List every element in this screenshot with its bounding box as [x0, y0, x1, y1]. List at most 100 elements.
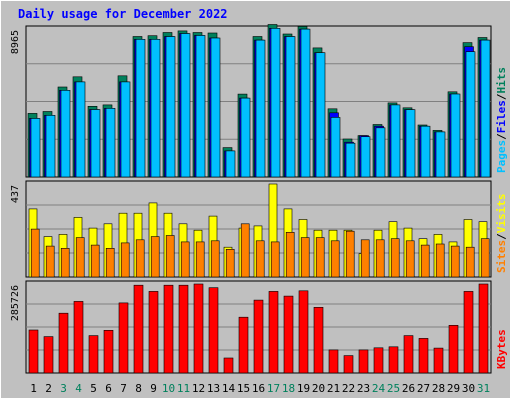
kbytes-bar-kbytes-day-24 — [373, 347, 384, 374]
hits-files-pages-bar-pages-day-19 — [300, 28, 311, 178]
visits-sites-bar-sites-day-12 — [195, 241, 205, 278]
x-axis-day-label-23: 23 — [357, 382, 370, 395]
legend-part-sites: Sites — [495, 240, 508, 273]
x-axis-day-label-22: 22 — [342, 382, 355, 395]
legend-part-kbytes: KBytes — [495, 329, 508, 369]
visits-sites-bar-sites-day-31 — [480, 238, 490, 278]
visits-sites-bar-sites-day-8 — [135, 239, 145, 278]
hits-files-pages-legend-label: Pages/Files/Hits — [495, 67, 508, 173]
legend-part-files: Files — [495, 100, 508, 133]
legend-part-hits: Hits — [495, 67, 508, 94]
hits-files-pages-bar-pages-day-5 — [90, 109, 101, 178]
x-axis-day-label-20: 20 — [312, 382, 325, 395]
visits-sites-bar-sites-day-10 — [165, 235, 175, 278]
kbytes-bar-kbytes-day-20 — [313, 306, 324, 374]
hits-files-pages-bar-pages-day-15 — [240, 97, 251, 178]
hits-files-pages-bar-pages-day-8 — [135, 38, 146, 178]
hits-files-pages-bar-pages-day-21 — [330, 117, 341, 178]
kbytes-bar-kbytes-day-3 — [58, 312, 69, 374]
x-axis-day-label-12: 12 — [192, 382, 205, 395]
kbytes-bar-kbytes-day-13 — [208, 287, 219, 374]
x-axis-day-label-15: 15 — [237, 382, 250, 395]
kbytes-bar-kbytes-day-5 — [88, 335, 99, 374]
kbytes-bar-kbytes-day-27 — [418, 338, 429, 374]
x-axis-day-label-19: 19 — [297, 382, 310, 395]
kbytes-bar-kbytes-day-21 — [328, 349, 339, 374]
x-axis-day-label-9: 9 — [150, 382, 157, 395]
x-axis-day-label-18: 18 — [282, 382, 295, 395]
hits-files-pages-bar-pages-day-1 — [30, 118, 41, 178]
hits-files-pages-bar-pages-day-17 — [270, 27, 281, 178]
kbytes-bar-kbytes-day-26 — [403, 335, 414, 374]
hits-files-pages-bar-pages-day-20 — [315, 52, 326, 178]
visits-sites-bar-sites-day-15 — [240, 223, 250, 278]
kbytes-bar-kbytes-day-4 — [73, 301, 84, 374]
kbytes-bar-kbytes-day-31 — [478, 283, 489, 374]
visits-sites-bar-sites-day-27 — [420, 244, 430, 278]
visits-sites-bar-sites-day-14 — [225, 249, 235, 278]
visits-sites-bar-sites-day-16 — [255, 240, 265, 278]
visits-sites-bar-sites-day-29 — [450, 245, 460, 278]
hits-files-pages-bar-pages-day-13 — [210, 37, 221, 178]
hits-files-pages-bar-pages-day-22 — [345, 142, 356, 178]
visits-sites-bar-sites-day-25 — [390, 238, 400, 278]
visits-sites-ymax-label: 437 — [10, 185, 21, 203]
kbytes-legend-label: KBytes — [495, 329, 508, 369]
x-axis-day-label-30: 30 — [462, 382, 475, 395]
visits-sites-bar-sites-day-4 — [75, 237, 85, 278]
x-axis-day-label-11: 11 — [177, 382, 190, 395]
hits-files-pages-bar-pages-day-29 — [450, 93, 461, 178]
kbytes-bar-kbytes-day-16 — [253, 299, 264, 374]
x-axis-day-label-26: 26 — [402, 382, 415, 395]
visits-sites-bar-sites-day-1 — [30, 228, 40, 278]
x-axis-day-label-5: 5 — [90, 382, 97, 395]
chart-title: Daily usage for December 2022 — [18, 7, 228, 21]
kbytes-bar-kbytes-day-25 — [388, 346, 399, 374]
legend-part-pages: Pages — [495, 140, 508, 173]
x-axis-day-label-4: 4 — [75, 382, 82, 395]
visits-sites-legend-label: Sites/Visits — [495, 194, 508, 274]
visits-sites-bar-sites-day-30 — [465, 246, 475, 278]
kbytes-bar-kbytes-day-12 — [193, 283, 204, 374]
visits-sites-bar-sites-day-9 — [150, 236, 160, 278]
x-axis-day-label-31: 31 — [477, 382, 490, 395]
visits-sites-bar-sites-day-21 — [330, 240, 340, 278]
x-axis-day-label-17: 17 — [267, 382, 280, 395]
hits-files-pages-bar-pages-day-4 — [75, 81, 86, 178]
visits-sites-bar-sites-day-26 — [405, 240, 415, 278]
kbytes-ymax-label: 285726 — [10, 285, 21, 321]
visits-sites-bar-sites-day-18 — [285, 232, 295, 278]
x-axis-day-label-25: 25 — [387, 382, 400, 395]
x-axis-day-label-2: 2 — [45, 382, 52, 395]
x-axis-day-label-14: 14 — [222, 382, 236, 395]
chart-panels: 8965Pages/Files/Hits437Sites/Visits28572… — [10, 24, 508, 374]
hits-files-pages-bar-pages-day-14 — [225, 150, 236, 178]
kbytes-bar-kbytes-day-17 — [268, 291, 279, 374]
x-axis-day-labels: 1 2 3 4 5 6 7 8 9 10 11 12 13 14 15 16 17 18 19 20 21 22 23 24 2… — [30, 382, 490, 395]
visits-sites-bar-sites-day-24 — [375, 239, 385, 278]
kbytes-bar-kbytes-day-19 — [298, 290, 309, 374]
kbytes-bar-kbytes-day-15 — [238, 316, 249, 374]
legend-part-separator: / — [495, 233, 508, 240]
hits-files-pages-bar-pages-day-30 — [465, 51, 476, 178]
visits-sites-bar-sites-day-5 — [90, 244, 100, 278]
visits-sites-bar-sites-day-7 — [120, 242, 130, 278]
hits-files-pages-bar-pages-day-23 — [360, 136, 371, 178]
visits-sites-bar-sites-day-11 — [180, 241, 190, 278]
visits-sites-bar-sites-day-23 — [360, 239, 370, 278]
hits-files-pages-bar-pages-day-12 — [195, 35, 206, 178]
visits-sites-bar-sites-day-3 — [60, 248, 70, 278]
kbytes-bar-kbytes-day-8 — [133, 284, 144, 374]
hits-files-pages-bar-pages-day-31 — [480, 39, 491, 178]
hits-files-pages-bar-pages-day-27 — [420, 125, 431, 178]
kbytes-bar-kbytes-day-1 — [28, 329, 39, 374]
visits-sites-bar-sites-day-19 — [300, 237, 310, 278]
x-axis-day-label-27: 27 — [417, 382, 430, 395]
hits-files-pages-bar-pages-day-16 — [255, 39, 266, 178]
visits-sites-bar-sites-day-6 — [105, 248, 115, 278]
x-axis-day-label-6: 6 — [105, 382, 112, 395]
x-axis-day-label-1: 1 — [30, 382, 37, 395]
legend-part-visits: Visits — [495, 194, 508, 234]
hits-files-pages-bar-pages-day-11 — [180, 33, 191, 178]
